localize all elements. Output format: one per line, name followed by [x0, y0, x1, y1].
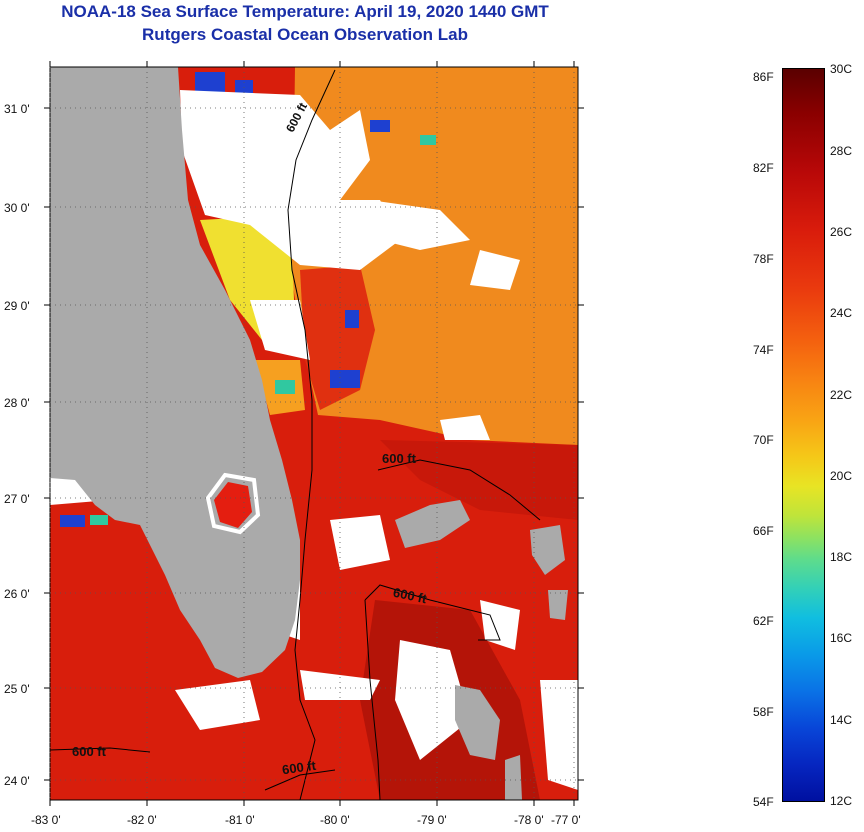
graticule: [49, 67, 578, 800]
lon-label: -81 0': [225, 813, 255, 827]
map-subtitle: Rutgers Coastal Ocean Observation Lab: [142, 25, 468, 44]
colorbar-f-label: 74F: [753, 343, 774, 357]
colorbar-c-label: 18C: [830, 550, 853, 564]
colorbar-f-label: 82F: [753, 161, 774, 175]
lon-label: -80 0': [320, 813, 350, 827]
colorbar-f-label: 70F: [753, 433, 774, 447]
lake-edge: [205, 472, 261, 535]
lon-label: -82 0': [127, 813, 157, 827]
colorbar-c-label: 16C: [830, 631, 853, 645]
lat-label: 25 0': [4, 682, 30, 696]
colorbar-f-label: 54F: [753, 795, 774, 809]
map-title: NOAA-18 Sea Surface Temperature: April 1…: [61, 2, 549, 21]
colorbar-c-label: 26C: [830, 225, 853, 239]
lake-okeechobee: [214, 482, 252, 528]
colorbar-c-label: 30C: [830, 62, 853, 76]
sst-imagery: [50, 67, 578, 800]
axis-ticks: [44, 61, 584, 806]
colorbar-c-label: 12C: [830, 794, 853, 808]
andros-south: [505, 755, 522, 800]
lon-label: -77 0': [551, 813, 581, 827]
lat-label: 28 0': [4, 396, 30, 410]
lat-label: 29 0': [4, 299, 30, 313]
lon-label: -78 0': [514, 813, 544, 827]
colorbar-c-label: 20C: [830, 469, 853, 483]
colorbar-f-label: 58F: [753, 705, 774, 719]
isobath-label: 600 ft: [72, 744, 106, 759]
deep-red-patch: [380, 440, 578, 520]
lat-label: 26 0': [4, 587, 30, 601]
andros: [455, 685, 500, 760]
colorbar-c-label: 28C: [830, 144, 853, 158]
lon-label: -79 0': [417, 813, 447, 827]
colorbar-c-label: 14C: [830, 713, 853, 727]
isobath-label: 600 ft: [382, 451, 416, 466]
lat-label: 30 0': [4, 201, 30, 215]
map-frame: [49, 66, 579, 801]
cloud-cover: [50, 90, 578, 790]
colorbar-c-label: 24C: [830, 306, 853, 320]
colorbar-c-label: 22C: [830, 388, 853, 402]
eleuthera: [548, 590, 568, 620]
colorbar-f-label: 78F: [753, 252, 774, 266]
colorbar-f-label: 86F: [753, 70, 774, 84]
lat-label: 24 0': [4, 774, 30, 788]
temperature-colorbar: [782, 68, 825, 802]
lon-label: -83 0': [31, 813, 61, 827]
colorbar-f-label: 66F: [753, 524, 774, 538]
colorbar-f-label: 62F: [753, 614, 774, 628]
abaco: [530, 525, 565, 575]
grand-bahama: [395, 500, 470, 548]
cold-water-spots: [55, 72, 390, 527]
isobath-contours: [50, 69, 541, 800]
lat-label: 31 0': [4, 102, 30, 116]
lat-label: 27 0': [4, 492, 30, 506]
